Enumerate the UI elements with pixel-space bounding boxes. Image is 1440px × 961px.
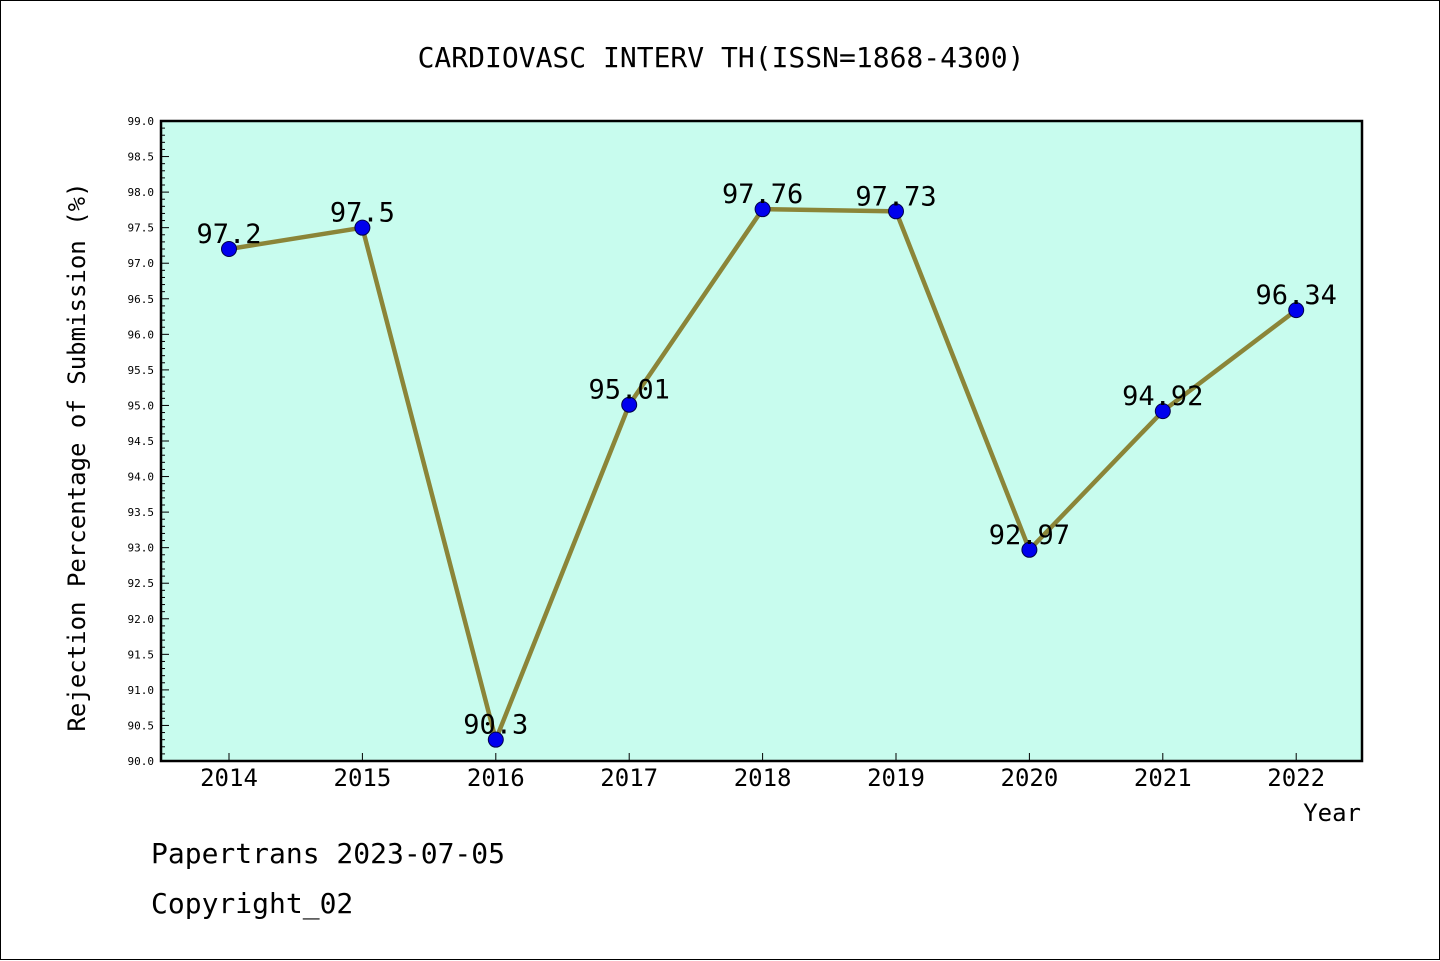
data-labels-group: 97.2 97.5 90.3 95.01 97.76 97.73 92.97 94.92 96.…: [196, 179, 1336, 740]
y-tick-label: 94.5: [128, 435, 155, 448]
y-tick-label: 93.0: [128, 542, 155, 555]
y-tick-label: 96.0: [128, 328, 155, 341]
data-point-2020: [1021, 541, 1038, 558]
x-tick-label: 2017: [600, 764, 658, 792]
y-tick-label: 95.0: [128, 399, 155, 412]
y-tick-label: 90.5: [128, 719, 155, 732]
data-point-2019: [888, 203, 904, 220]
x-tick-label: 2016: [467, 764, 525, 792]
y-tick-label: 95.5: [128, 364, 155, 377]
y-tick-label: 94.0: [128, 471, 155, 484]
y-tick-label: 97.5: [128, 222, 155, 235]
y-tick-label: 97.0: [128, 257, 155, 270]
data-point-2015: [354, 219, 371, 236]
y-tick-label: 98.5: [128, 151, 155, 164]
chart-title: CARDIOVASC INTERV TH(ISSN=1868-4300): [418, 41, 1025, 74]
x-axis-label: Year: [1303, 799, 1361, 827]
data-point-2021: [1154, 403, 1171, 420]
data-label-2015: 97.5: [330, 198, 395, 229]
data-point-2014: [221, 241, 237, 257]
y-tick-label: 91.0: [128, 684, 155, 697]
y-tick-label: 93.5: [128, 506, 155, 519]
y-axis: 90.0 90.5 91.0 91.5 92.0 92.5 93.0 93.5 94.0 94.5…: [128, 115, 169, 768]
y-tick-label: 98.0: [128, 186, 155, 199]
data-label-2017: 95.01: [589, 375, 670, 406]
x-tick-label: 2018: [734, 764, 792, 792]
data-label-2014: 97.2: [196, 219, 261, 250]
y-tick-label: 96.5: [128, 293, 155, 306]
y-tick-label: 90.0: [128, 755, 155, 768]
data-label-2019: 97.73: [855, 181, 936, 212]
y-tick-label: 91.5: [128, 648, 155, 661]
data-point-2017: [621, 396, 638, 413]
data-point-2018: [754, 201, 771, 218]
y-tick-label: 92.5: [128, 577, 155, 590]
y-tick-label: 99.0: [128, 115, 155, 128]
data-label-2018: 97.76: [722, 179, 803, 210]
data-point-2022: [1288, 302, 1305, 319]
x-tick-label: 2019: [867, 764, 925, 792]
data-markers-group: [221, 201, 1305, 748]
footer-date: Papertrans 2023-07-05: [151, 837, 506, 870]
x-tick-label: 2020: [1001, 764, 1059, 792]
x-tick-label: 2022: [1267, 764, 1325, 792]
data-label-2016: 90.3: [463, 710, 528, 741]
x-tick-label: 2021: [1134, 764, 1192, 792]
data-label-2020: 92.97: [989, 520, 1070, 551]
data-label-2021: 94.92: [1122, 381, 1203, 412]
data-point-2016: [487, 731, 504, 748]
y-tick-label: 92.0: [128, 613, 155, 626]
y-axis-label: Rejection Percentage of Submission (%): [63, 182, 91, 731]
x-axis: 2014 2015 2016 2017 2018 2019 2020 2021 2022: [200, 753, 1325, 792]
data-label-2022: 96.34: [1256, 280, 1337, 311]
footer-copyright: Copyright_02: [151, 887, 354, 920]
x-tick-label: 2015: [334, 764, 392, 792]
x-tick-label: 2014: [200, 764, 258, 792]
